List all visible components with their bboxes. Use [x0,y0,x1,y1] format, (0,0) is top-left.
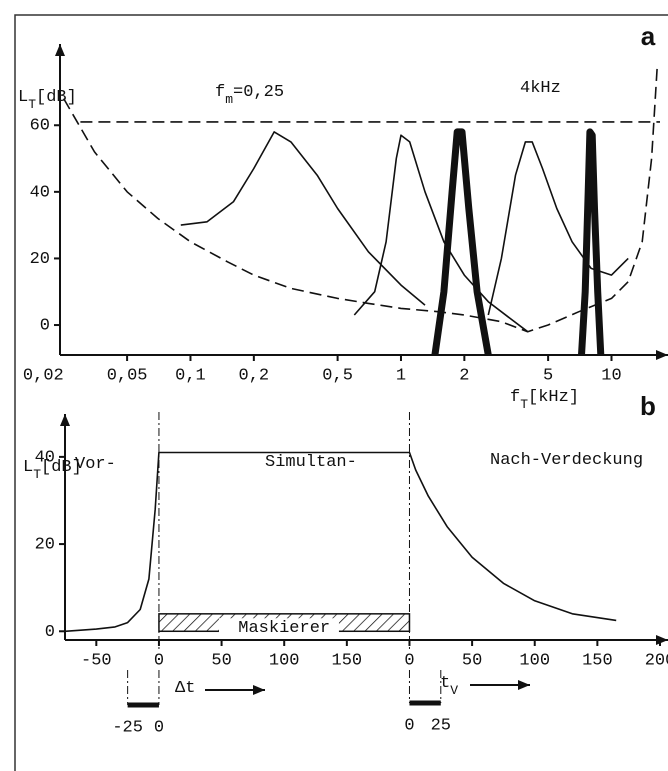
x-axis-label-part: f [510,388,520,407]
y-tick-label: 40 [35,448,55,467]
y-tick-label: 60 [30,117,50,136]
y-axis-label-part: T [28,97,36,112]
axis-arrow [656,350,668,360]
masker-label-bg [218,618,339,635]
annotation-part: m [225,92,233,107]
y-tick-label: 20 [30,250,50,269]
annotation: Nach-Verdeckung [490,451,643,470]
panel-label: a [641,21,656,51]
annotation: fm=0,25 [215,83,284,106]
scale-label: 0 [154,718,164,737]
y-axis-label-part: [dB] [41,458,82,477]
y-tick-label: 20 [35,536,55,555]
x-tick-label: 10 [601,366,621,385]
y-axis-label-part: T [33,467,41,482]
curve [353,134,529,333]
x-tick-label: -50 [81,651,112,670]
axis-arrow [55,44,65,56]
annotation-part: Nach-Verdeckung [490,451,643,470]
x-tick-label: 0,05 [107,366,148,385]
x-axis-label-part: [kHz] [528,388,579,407]
x-tick-label: 0,5 [322,366,353,385]
scale-label: 0 [404,716,414,735]
axis-arrow [656,635,668,645]
annotation-part: Vor- [75,455,116,474]
annotation-part: f [215,83,225,102]
y-tick-label: 40 [30,183,50,202]
axis-arrow [518,680,530,690]
x-tick-label: 0,2 [239,366,270,385]
y-axis-label-part: L [18,88,28,107]
curve [180,131,426,306]
x-tick-label: 0,1 [175,366,206,385]
y-axis-label: LT[dB] [23,458,82,481]
scale-symbol-part: V [450,683,458,698]
curve [487,141,629,316]
annotation: Simultan- [265,453,357,472]
y-axis-label: LT[dB] [18,88,77,111]
curve [63,65,659,333]
y-tick-label: 0 [40,317,50,336]
annotation-part: Simultan- [265,453,357,472]
scale-label: 25 [431,716,451,735]
curve [431,128,492,356]
scale-symbol: tV [440,674,458,697]
axis-arrow [253,685,265,695]
scale-label: -25 [112,718,143,737]
curve [578,128,605,356]
x-tick-label: 50 [462,651,482,670]
x-tick-label: 0 [404,651,414,670]
annotation-part: 4kHz [520,79,561,98]
x-tick-label: 1 [396,366,406,385]
y-axis-label-part: L [23,458,33,477]
annotation: Vor- [75,455,116,474]
x-tick-label: 0 [154,651,164,670]
panel-label: b [640,391,656,421]
y-axis-label-part: [dB] [36,88,77,107]
scale-symbol: Δt [175,679,195,698]
masker-label: Maskierer [238,619,330,638]
frame [14,14,668,771]
annotation-part: =0,25 [233,83,284,102]
x-tick-label: 100 [519,651,550,670]
x-tick-label: 150 [332,651,363,670]
x-tick-label: 5 [543,366,553,385]
x-axis-label-part: T [520,397,528,412]
x-tick-label: 100 [269,651,300,670]
y-tick-label: 0 [45,623,55,642]
x-tick-label: 150 [582,651,613,670]
x-tick-label: 200 [645,651,668,670]
annotation: 4kHz [520,79,561,98]
axis-arrow [60,414,70,426]
scale-symbol-part: Δt [175,679,195,698]
scale-symbol-part: t [440,674,450,693]
x-tick-label: 2 [459,366,469,385]
x-tick-label: 0,02 [23,366,64,385]
x-axis-label: fT[kHz] [510,388,579,411]
x-tick-label: 50 [211,651,231,670]
curve [64,451,617,633]
